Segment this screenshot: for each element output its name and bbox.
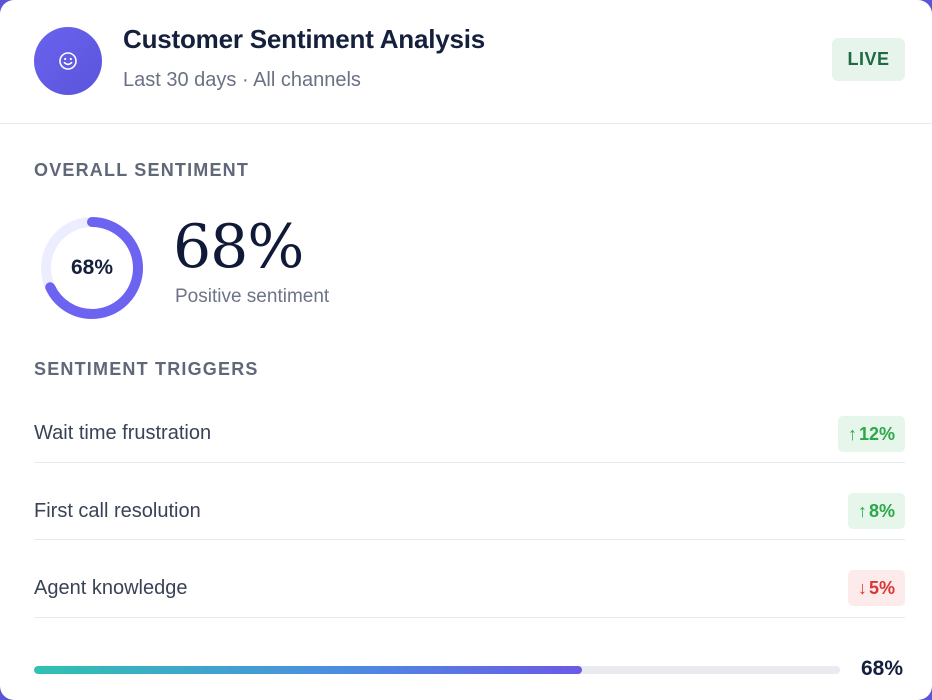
trend-badge-up: ↑ 8%	[847, 493, 905, 529]
arrow-up-icon: ↑	[847, 423, 857, 444]
smiley-face-icon	[59, 52, 77, 70]
overall-sentiment-heading: OVERALL SENTIMENT	[34, 160, 250, 180]
trigger-label: Agent knowledge	[34, 577, 188, 599]
donut-arc	[41, 217, 143, 319]
overall-sentiment-value: 68%	[173, 212, 304, 282]
progress-fill	[34, 666, 583, 674]
donut-percent-label: 68%	[70, 256, 114, 279]
sentiment-triggers-heading: SENTIMENT TRIGGERS	[34, 359, 259, 379]
trigger-row-agent-knowledge[interactable]: Agent knowledge ↓ 5%	[34, 540, 905, 618]
avatar	[34, 27, 102, 95]
arrow-up-icon: ↑	[857, 500, 867, 521]
progress-percent-label: 68%	[861, 657, 904, 680]
trend-value: 12%	[858, 423, 895, 444]
trigger-row-first-call-resolution[interactable]: First call resolution ↑ 8%	[34, 463, 905, 540]
overall-sentiment-caption: Positive sentiment	[175, 286, 330, 307]
sentiment-donut	[41, 217, 143, 319]
trend-badge-down: ↓ 5%	[847, 570, 905, 606]
page-subtitle: Last 30 days · All channels	[123, 69, 361, 91]
trigger-label: Wait time frustration	[34, 422, 212, 444]
trend-badge-up: ↑ 12%	[837, 416, 905, 452]
card-header: Customer Sentiment Analysis Last 30 days…	[0, 0, 932, 124]
page-title: Customer Sentiment Analysis	[123, 24, 486, 54]
trend-value: 5%	[868, 577, 895, 598]
trend-value: 8%	[868, 500, 895, 521]
sentiment-progress-bar	[34, 666, 840, 674]
trigger-row-wait-time[interactable]: Wait time frustration ↑ 12%	[34, 405, 905, 463]
live-status-badge: LIVE	[832, 38, 905, 81]
arrow-down-icon: ↓	[857, 577, 867, 598]
trigger-label: First call resolution	[34, 500, 201, 522]
